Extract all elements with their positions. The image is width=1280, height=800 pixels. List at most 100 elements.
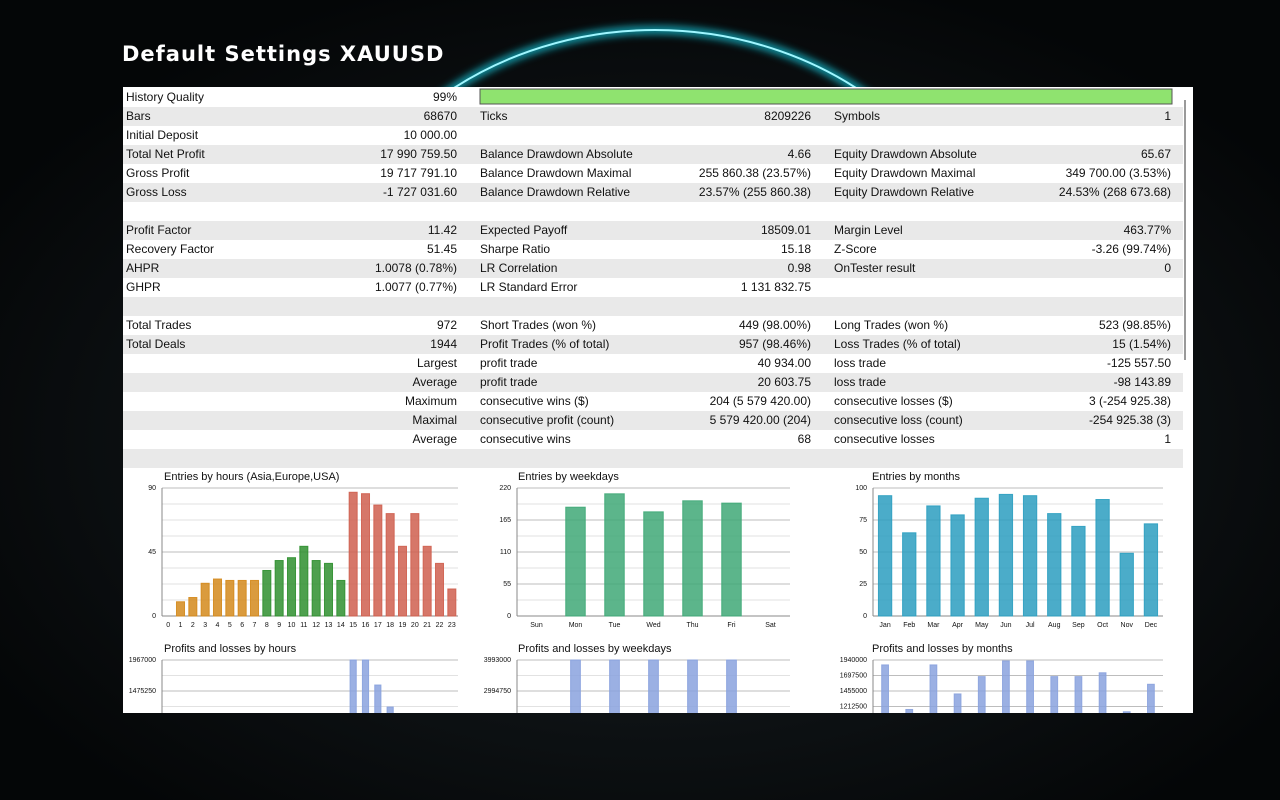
bar xyxy=(422,545,432,617)
stat-value: 463.77% xyxy=(1124,223,1172,237)
bar xyxy=(249,579,260,617)
x-tick-label: Sat xyxy=(765,622,776,629)
stat-label: Short Trades (won %) xyxy=(480,318,596,332)
bar xyxy=(286,557,297,617)
stat-label: Bars xyxy=(126,109,151,123)
x-tick-label: 22 xyxy=(436,622,444,629)
bar xyxy=(1147,683,1155,713)
stat-label: OnTester result xyxy=(834,261,916,275)
stat-value: 8209226 xyxy=(764,109,811,123)
stat-value: Average xyxy=(413,375,458,389)
stat-value: 204 (5 579 420.00) xyxy=(710,394,811,408)
bar xyxy=(643,511,664,617)
stat-label: LR Standard Error xyxy=(480,280,577,294)
x-tick-label: 4 xyxy=(216,622,220,629)
stat-label: Loss Trades (% of total) xyxy=(834,337,961,351)
bar xyxy=(311,560,321,617)
stat-value: 1 xyxy=(1164,432,1171,446)
y-tick-label: 1967000 xyxy=(129,657,156,664)
x-tick-label: 20 xyxy=(411,622,419,629)
y-tick-label: 1940000 xyxy=(840,657,867,664)
stat-value: 11.42 xyxy=(428,223,457,237)
stat-label: Profit Trades (% of total) xyxy=(480,337,609,351)
y-tick-label: 0 xyxy=(152,613,156,620)
stat-value: 0 xyxy=(1164,261,1171,275)
row-background xyxy=(123,221,1183,240)
row-background xyxy=(123,145,1183,164)
bar xyxy=(974,497,989,617)
y-tick-label: 110 xyxy=(500,549,511,556)
bar xyxy=(397,545,408,617)
bar xyxy=(977,676,986,713)
bar xyxy=(274,560,284,617)
bar xyxy=(905,708,914,713)
bar xyxy=(1143,523,1159,617)
stat-label: Long Trades (won %) xyxy=(834,318,948,332)
stat-value: 10 000.00 xyxy=(404,128,458,142)
bar xyxy=(336,579,346,617)
x-tick-label: Tue xyxy=(609,622,621,629)
y-tick-label: 75 xyxy=(859,517,867,524)
x-tick-label: 6 xyxy=(240,622,244,629)
bar xyxy=(926,505,941,617)
stat-value: 40 934.00 xyxy=(758,356,812,370)
x-tick-label: Dec xyxy=(1145,622,1158,629)
stat-value: Maximum xyxy=(405,394,457,408)
x-tick-label: 8 xyxy=(265,622,269,629)
stat-label: Balance Drawdown Absolute xyxy=(480,147,633,161)
y-tick-label: 1475250 xyxy=(129,688,156,695)
stat-value: 255 860.38 (23.57%) xyxy=(699,166,811,180)
stat-value: 23.57% (255 860.38) xyxy=(699,185,811,199)
bar xyxy=(410,513,420,617)
stat-label: Total Deals xyxy=(126,337,185,351)
stat-value: 68670 xyxy=(424,109,458,123)
y-tick-label: 25 xyxy=(859,581,867,588)
stat-value: 972 xyxy=(437,318,457,332)
bar xyxy=(648,659,659,713)
x-tick-label: 3 xyxy=(203,622,207,629)
row-background xyxy=(123,411,1183,430)
bar xyxy=(1026,660,1034,713)
chart-title: Profits and losses by months xyxy=(872,643,1013,655)
bar xyxy=(1050,676,1059,713)
x-tick-label: 7 xyxy=(253,622,257,629)
bar xyxy=(929,664,938,713)
bar xyxy=(386,706,394,713)
chart-title: Entries by hours (Asia,Europe,USA) xyxy=(164,471,339,483)
quality-bar xyxy=(479,88,1173,105)
stat-label: Gross Loss xyxy=(126,185,187,199)
stat-value: 4.66 xyxy=(788,147,812,161)
stat-label: Margin Level xyxy=(834,223,903,237)
page-title: Default Settings XAUUSD xyxy=(122,42,444,66)
stat-label: loss trade xyxy=(834,356,886,370)
stat-value: 349 700.00 (3.53%) xyxy=(1066,166,1171,180)
bar xyxy=(360,493,371,617)
row-background xyxy=(123,297,1183,316)
stat-value: 449 (98.00%) xyxy=(739,318,811,332)
chart-title: Entries by weekdays xyxy=(518,471,619,483)
x-tick-label: Jul xyxy=(1026,622,1035,629)
x-tick-label: 18 xyxy=(386,622,394,629)
bar xyxy=(1022,495,1038,617)
stat-label: consecutive wins ($) xyxy=(480,394,589,408)
chart-title: Profits and losses by weekdays xyxy=(518,643,672,655)
bar xyxy=(1122,711,1131,713)
bar xyxy=(299,545,309,617)
x-tick-label: 9 xyxy=(277,622,281,629)
x-tick-label: 1 xyxy=(179,622,183,629)
bar xyxy=(323,562,334,617)
x-tick-label: Sep xyxy=(1072,622,1085,629)
stat-value: 1.0077 (0.77%) xyxy=(375,280,457,294)
stat-value: 18509.01 xyxy=(761,223,811,237)
bar xyxy=(687,659,698,713)
x-tick-label: Wed xyxy=(646,622,660,629)
row-background xyxy=(123,107,1183,126)
stat-label: profit trade xyxy=(480,375,538,389)
x-tick-label: Oct xyxy=(1097,622,1108,629)
y-tick-label: 1455000 xyxy=(840,688,867,695)
stat-label: Equity Drawdown Maximal xyxy=(834,166,975,180)
stat-label: Total Net Profit xyxy=(126,147,205,161)
y-tick-label: 1697500 xyxy=(840,672,867,679)
bar xyxy=(212,578,223,617)
stats-table: History Quality 99% Bars 68670 Ticks 8209226 S… xyxy=(123,90,1183,468)
